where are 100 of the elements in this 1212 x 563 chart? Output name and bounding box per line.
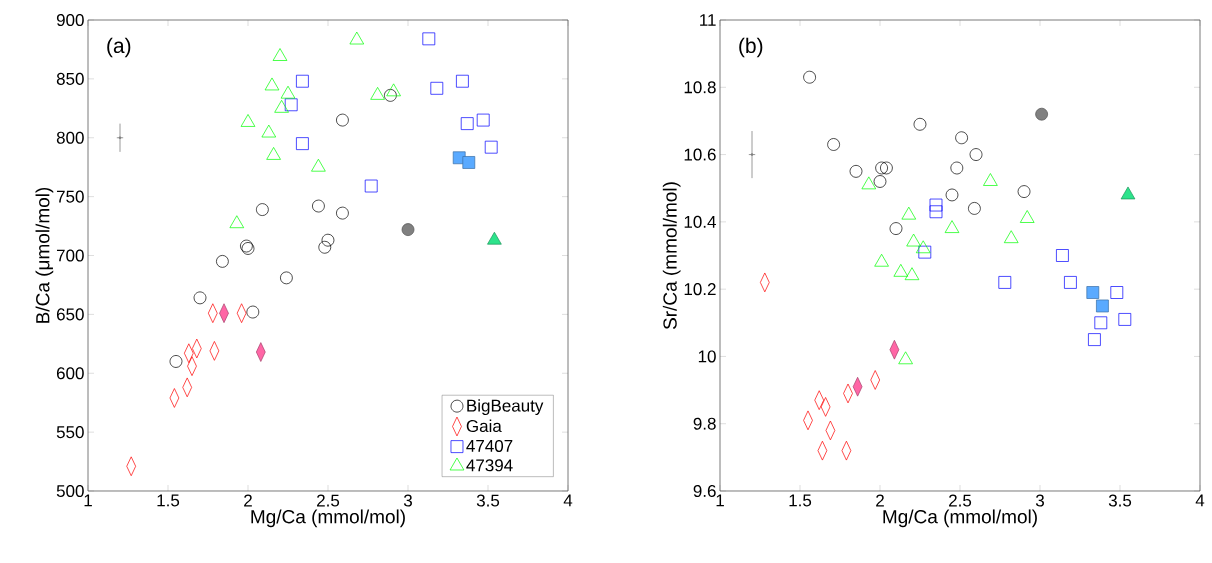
x-tick-label: 2 — [244, 494, 252, 507]
x-tick-label: 2 — [876, 494, 884, 507]
point — [1086, 286, 1100, 299]
y-tick-label: 11 — [700, 14, 716, 26]
point — [460, 117, 474, 130]
point — [256, 203, 269, 216]
x-tick-label: 1.5 — [789, 494, 812, 507]
text: (a) — [107, 37, 131, 58]
point — [1094, 316, 1108, 330]
point — [1003, 230, 1019, 244]
y-axis-title: B/Ca (μmol/mol) — [35, 187, 54, 323]
point — [296, 74, 309, 88]
x-tick-label: 3.5 — [476, 494, 500, 507]
point — [272, 48, 288, 61]
point — [898, 351, 913, 365]
legend-label: Gaia — [466, 419, 502, 433]
point — [969, 148, 983, 161]
point — [874, 253, 889, 267]
point — [280, 271, 293, 285]
point — [216, 255, 229, 268]
text: (b) — [739, 37, 763, 58]
y-tick-label: 10.4 — [684, 215, 716, 228]
y-tick-label: 550 — [56, 426, 84, 439]
point — [386, 83, 401, 97]
point — [462, 156, 476, 169]
x-tick-label: 1.5 — [157, 494, 180, 507]
y-tick-label: 9.6 — [693, 484, 716, 498]
point — [913, 117, 927, 131]
point — [312, 199, 325, 213]
x-tick-label: 3 — [1035, 494, 1044, 507]
x-tick-label: 4 — [563, 494, 573, 507]
x-tick-label: 4 — [1195, 494, 1205, 507]
y-tick-label: 10.8 — [684, 81, 716, 94]
legend-label: 47407 — [466, 439, 513, 452]
point — [476, 113, 490, 127]
point — [364, 179, 378, 193]
point — [246, 305, 260, 319]
point — [803, 70, 816, 84]
point — [1035, 107, 1048, 121]
point — [915, 240, 931, 254]
point — [318, 240, 332, 254]
point — [370, 87, 385, 100]
point — [321, 233, 335, 247]
legend-label: 47394 — [466, 459, 513, 472]
y-tick-label: 600 — [56, 367, 84, 380]
x-axis-title: Mg/Ca (mmol/mol) — [883, 509, 1037, 528]
point — [893, 263, 909, 277]
legend-label: BigBeauty — [467, 399, 544, 416]
point — [1118, 313, 1132, 326]
point — [240, 114, 256, 127]
point — [336, 113, 349, 127]
x-tick-label: 3 — [403, 494, 412, 507]
x-tick-label: 1 — [716, 494, 724, 507]
point — [487, 231, 502, 245]
point — [261, 124, 277, 138]
point — [929, 205, 943, 219]
point — [1064, 276, 1077, 289]
point — [1019, 210, 1035, 223]
point — [264, 77, 280, 91]
point — [401, 223, 415, 236]
point — [1088, 333, 1101, 346]
point — [193, 291, 207, 305]
point — [944, 220, 960, 233]
point — [430, 81, 444, 95]
y-axis-title: Sr/Ca (mmol/mol) — [662, 182, 681, 330]
y-tick-label: 10.2 — [684, 283, 716, 296]
point — [336, 206, 349, 220]
x-tick-label: 2.5 — [317, 494, 340, 507]
point — [274, 99, 289, 113]
point — [1017, 185, 1031, 198]
point — [889, 222, 903, 235]
point — [1056, 249, 1069, 262]
y-tick-label: 900 — [56, 13, 84, 27]
point — [827, 138, 840, 151]
point — [983, 173, 998, 186]
point — [456, 74, 469, 88]
point — [918, 245, 932, 259]
point — [955, 131, 968, 145]
point — [968, 202, 981, 215]
point — [311, 158, 326, 172]
point — [901, 206, 917, 220]
point — [384, 89, 397, 102]
point — [484, 140, 498, 154]
y-tick-label: 10 — [698, 350, 716, 363]
y-tick-label: 500 — [56, 484, 84, 498]
y-tick-label: 800 — [56, 131, 84, 144]
point — [349, 31, 365, 45]
y-tick-label: 9.8 — [693, 417, 716, 430]
point — [1096, 299, 1109, 313]
point — [904, 267, 920, 281]
x-tick-label: 3.5 — [1108, 494, 1132, 507]
y-tick-label: 750 — [56, 190, 84, 203]
point — [875, 161, 888, 175]
point — [280, 85, 296, 99]
point — [1110, 286, 1124, 299]
y-tick-label: 10.6 — [684, 148, 716, 161]
point — [296, 137, 309, 150]
point — [1120, 186, 1136, 200]
x-tick-label: 2.5 — [949, 494, 972, 507]
point — [229, 215, 245, 229]
